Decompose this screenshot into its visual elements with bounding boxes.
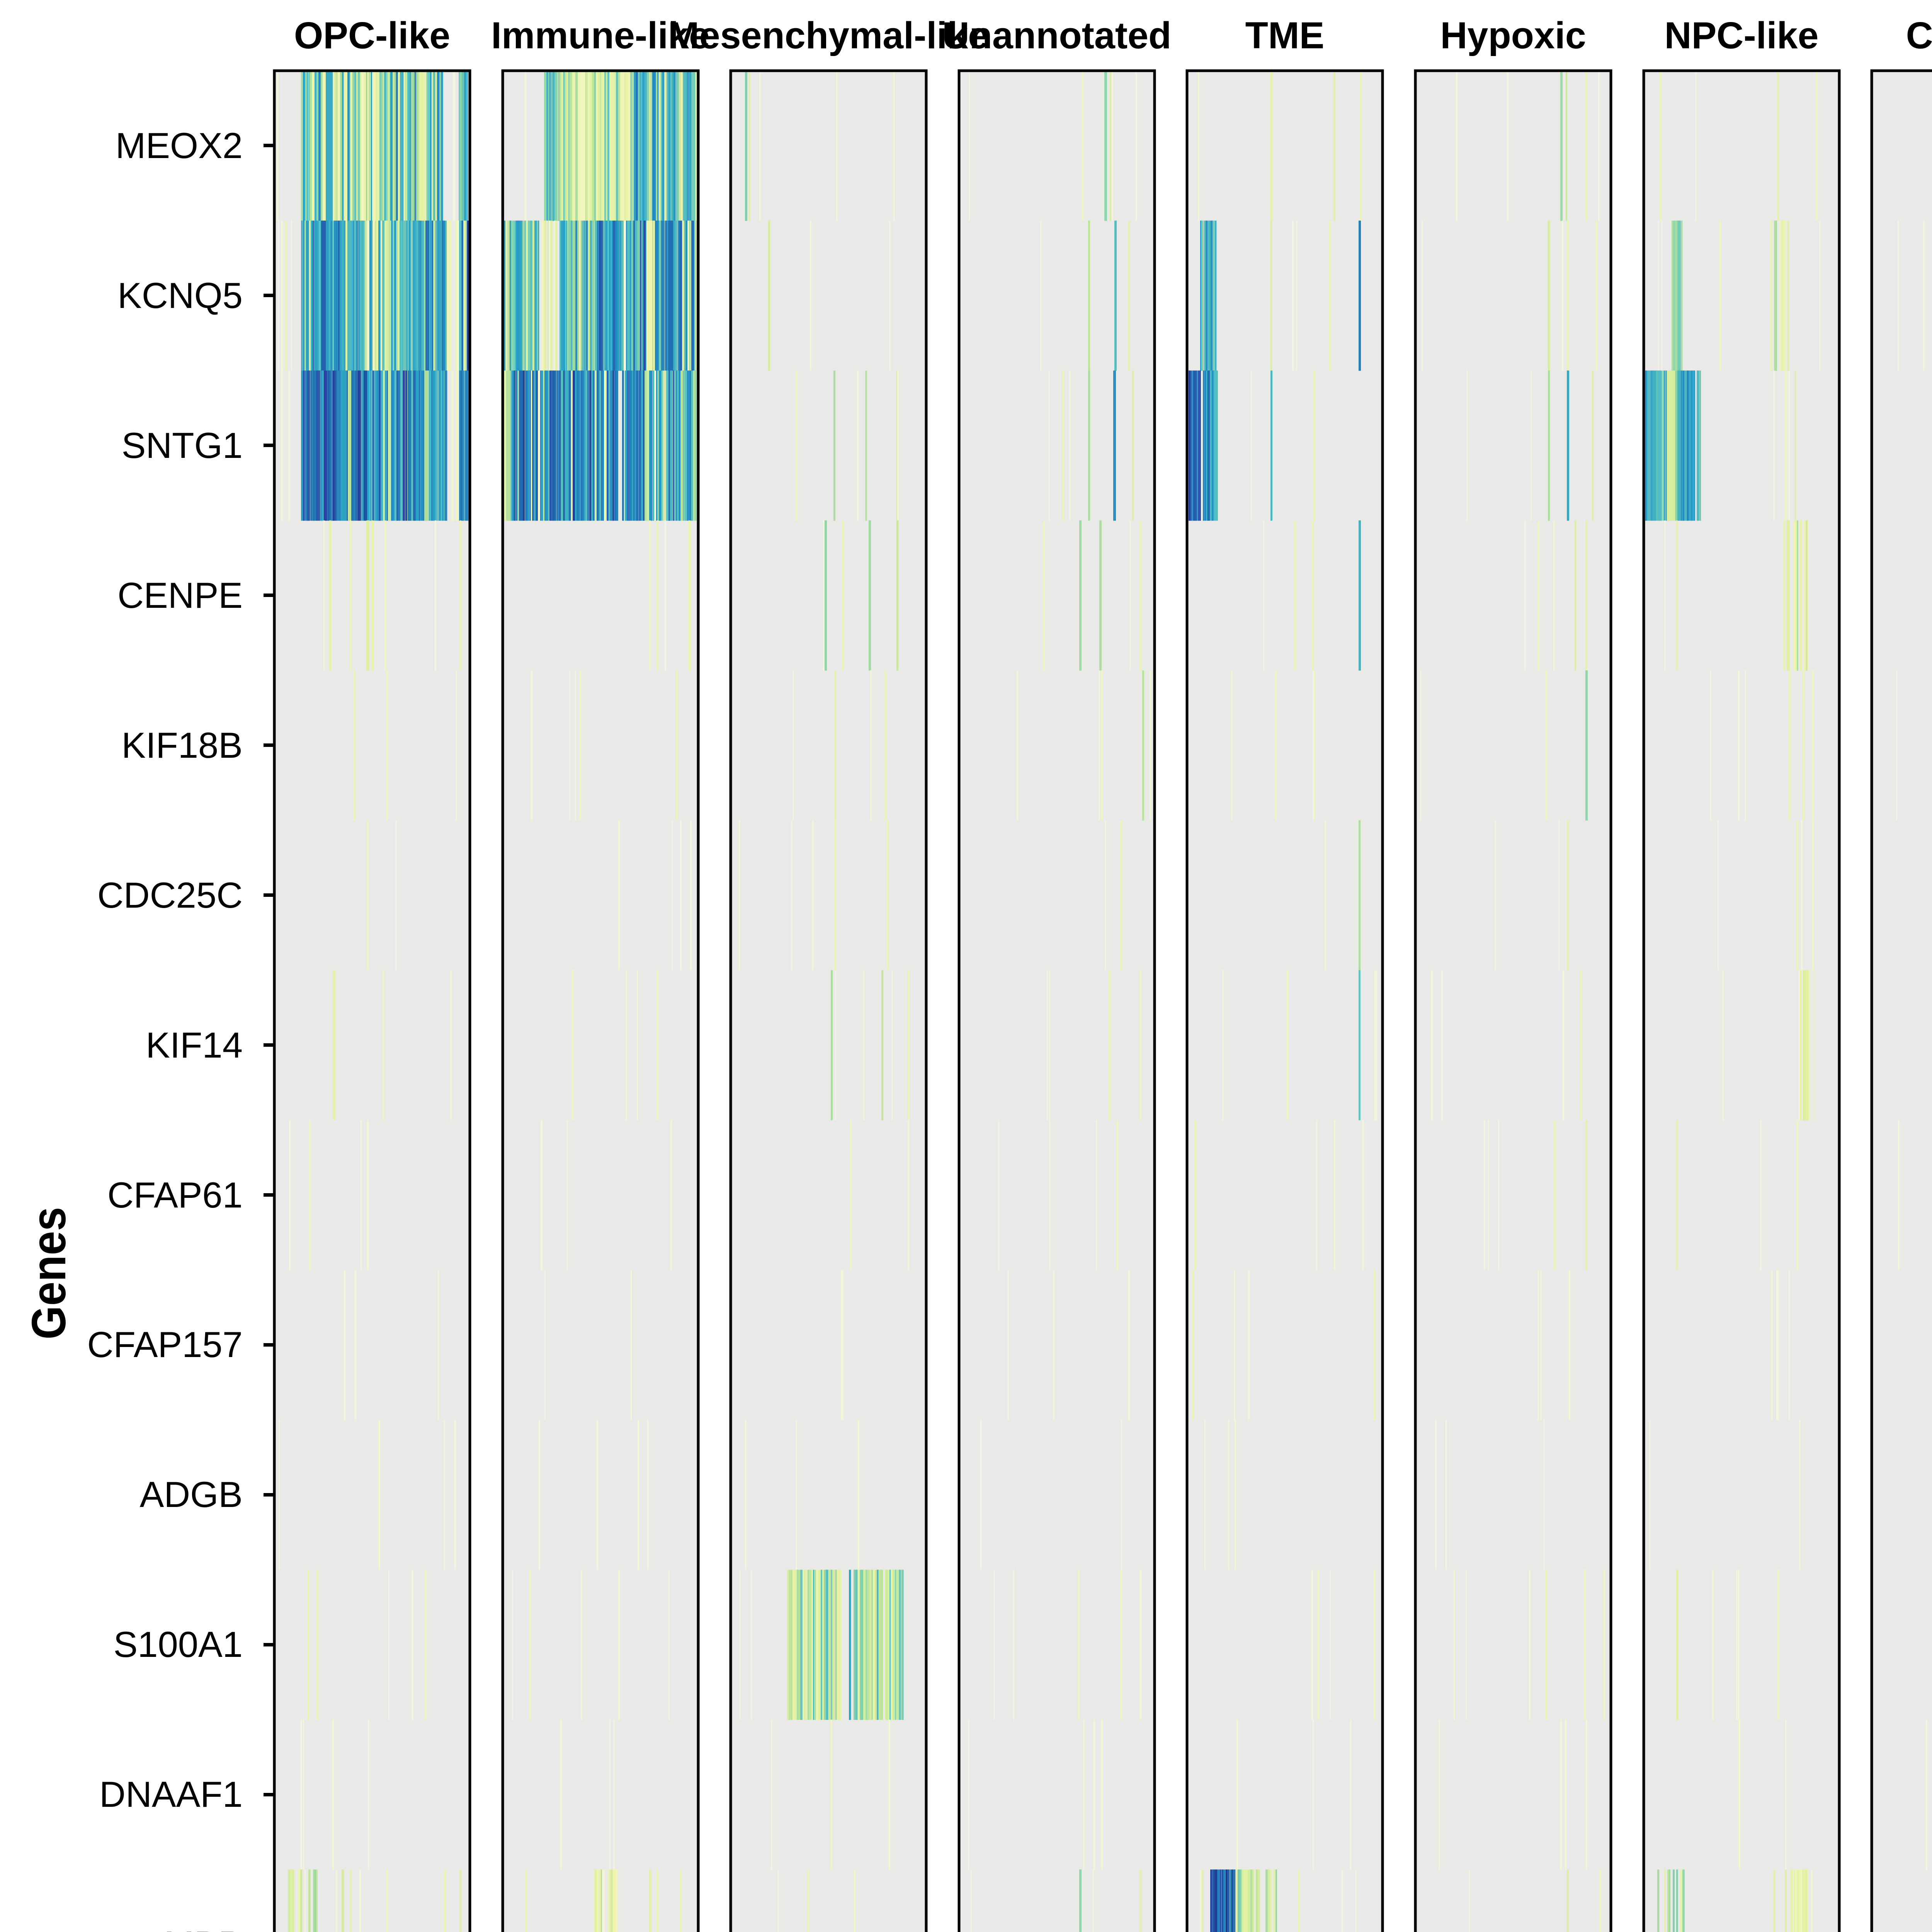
svg-text:CENPE: CENPE: [117, 575, 243, 616]
svg-text:OPC-like: OPC-like: [294, 14, 450, 56]
svg-text:CDC25C: CDC25C: [97, 875, 243, 915]
svg-text:Genes: Genes: [22, 1207, 76, 1340]
svg-text:Mesenchymal-like: Mesenchymal-like: [668, 14, 989, 56]
svg-text:TME: TME: [1245, 14, 1325, 56]
svg-text:Unannotated: Unannotated: [942, 14, 1172, 56]
svg-text:ADGB: ADGB: [140, 1474, 243, 1515]
svg-text:CP-like: CP-like: [1906, 14, 1932, 56]
svg-text:MEOX2: MEOX2: [116, 125, 243, 166]
svg-text:KCNQ5: KCNQ5: [117, 275, 243, 316]
svg-text:NPC-like: NPC-like: [1665, 14, 1819, 56]
svg-text:Immune-like: Immune-like: [491, 14, 710, 56]
svg-text:Hypoxic: Hypoxic: [1440, 14, 1586, 56]
svg-text:S100A1: S100A1: [113, 1624, 243, 1665]
svg-text:SNTG1: SNTG1: [122, 425, 243, 466]
svg-text:KIF18B: KIF18B: [122, 725, 243, 765]
svg-text:KIF14: KIF14: [146, 1025, 243, 1065]
svg-text:DNAAF1: DNAAF1: [99, 1774, 243, 1815]
svg-text:CFAP61: CFAP61: [107, 1175, 243, 1215]
svg-text:MBP: MBP: [164, 1924, 243, 1932]
svg-text:CFAP157: CFAP157: [87, 1324, 243, 1365]
